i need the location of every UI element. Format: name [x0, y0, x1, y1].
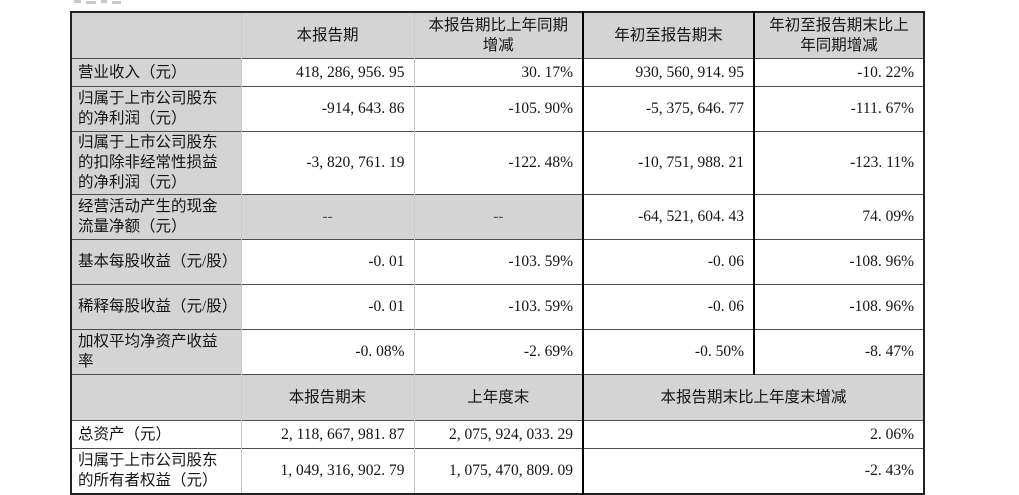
metric-label: 归属于上市公司股东的净利润（元）	[71, 86, 241, 132]
column-header-empty	[71, 12, 241, 59]
key-financials-table: 本报告期 本报告期比上年同期增减 年初至报告期末 年初至报告期末比上年同期增减 …	[70, 11, 925, 495]
column-header-change-vs-last-year-end: 本报告期末比上年度末增减	[582, 374, 924, 421]
column-header-ytd: 年初至报告期末	[582, 12, 754, 59]
metric-label: 归属于上市公司股东的所有者权益（元）	[71, 448, 241, 494]
metric-value: -0. 01	[240, 239, 414, 285]
table-row-net-profit-excl-nonrecurring: 归属于上市公司股东的扣除非经常性损益的净利润（元） -3, 820, 761. …	[71, 131, 924, 195]
metric-value: -0. 50%	[582, 329, 754, 375]
report-page: 本报告期 本报告期比上年同期增减 年初至报告期末 年初至报告期末比上年同期增减 …	[70, 0, 925, 495]
metric-value-na: --	[240, 194, 414, 240]
metric-label: 营业收入（元）	[71, 58, 241, 87]
metric-label: 基本每股收益（元/股）	[71, 239, 241, 285]
metric-value: -2. 69%	[413, 329, 583, 375]
metric-value: -108. 96%	[753, 284, 924, 330]
metric-label: 稀释每股收益（元/股）	[71, 284, 241, 330]
column-header-end-of-period: 本报告期末	[240, 374, 414, 421]
table-row-operating-cash-flow: 经营活动产生的现金流量净额（元） -- -- -64, 521, 604. 43…	[71, 194, 924, 240]
metric-value: 1, 075, 470, 809. 09	[413, 448, 583, 494]
metric-value: -0. 06	[582, 284, 754, 330]
metric-value: -10, 751, 988. 21	[582, 131, 754, 195]
metric-value: 2, 075, 924, 033. 29	[413, 420, 583, 449]
metric-value: 30. 17%	[413, 58, 583, 87]
metric-label: 总资产（元）	[71, 420, 241, 449]
metric-value: -103. 59%	[413, 239, 583, 285]
table-row-net-profit: 归属于上市公司股东的净利润（元） -914, 643. 86 -105. 90%…	[71, 86, 924, 132]
metric-value: -0. 08%	[240, 329, 414, 375]
metric-label: 加权平均净资产收益率	[71, 329, 241, 375]
table-header-row-period-end: 本报告期末 上年度末 本报告期末比上年度末增减	[71, 374, 924, 421]
column-header-yoy-change: 本报告期比上年同期增减	[413, 12, 583, 59]
table-row-total-assets: 总资产（元） 2, 118, 667, 981. 87 2, 075, 924,…	[71, 420, 924, 449]
metric-value: 418, 286, 956. 95	[240, 58, 414, 87]
metric-value: -111. 67%	[753, 86, 924, 132]
table-row-revenue: 营业收入（元） 418, 286, 956. 95 30. 17% 930, 5…	[71, 58, 924, 87]
metric-value: -0. 06	[582, 239, 754, 285]
column-header-ytd-yoy-change: 年初至报告期末比上年同期增减	[753, 12, 924, 59]
metric-label: 经营活动产生的现金流量净额（元）	[71, 194, 241, 240]
clipped-text-above-table	[74, 0, 164, 5]
metric-value: 1, 049, 316, 902. 79	[240, 448, 414, 494]
column-header-current-period: 本报告期	[240, 12, 414, 59]
metric-value: -10. 22%	[753, 58, 924, 87]
metric-value: -64, 521, 604. 43	[582, 194, 754, 240]
metric-value: -5, 375, 646. 77	[582, 86, 754, 132]
column-header-end-of-last-year: 上年度末	[413, 374, 583, 421]
metric-value: -3, 820, 761. 19	[240, 131, 414, 195]
metric-value: 930, 560, 914. 95	[582, 58, 754, 87]
metric-value: -914, 643. 86	[240, 86, 414, 132]
metric-value: -0. 01	[240, 284, 414, 330]
table-row-basic-eps: 基本每股收益（元/股） -0. 01 -103. 59% -0. 06 -108…	[71, 239, 924, 285]
metric-value-na: --	[413, 194, 583, 240]
table-header-row-period: 本报告期 本报告期比上年同期增减 年初至报告期末 年初至报告期末比上年同期增减	[71, 12, 924, 59]
metric-value: -105. 90%	[413, 86, 583, 132]
metric-value: -103. 59%	[413, 284, 583, 330]
metric-value: 2. 06%	[582, 420, 924, 449]
metric-value: -122. 48%	[413, 131, 583, 195]
table-row-diluted-eps: 稀释每股收益（元/股） -0. 01 -103. 59% -0. 06 -108…	[71, 284, 924, 330]
table-row-weighted-avg-roe: 加权平均净资产收益率 -0. 08% -2. 69% -0. 50% -8. 4…	[71, 329, 924, 375]
metric-value: 74. 09%	[753, 194, 924, 240]
metric-label: 归属于上市公司股东的扣除非经常性损益的净利润（元）	[71, 131, 241, 195]
metric-value: -123. 11%	[753, 131, 924, 195]
metric-value: 2, 118, 667, 981. 87	[240, 420, 414, 449]
column-header-empty	[71, 374, 241, 421]
metric-value: -8. 47%	[753, 329, 924, 375]
metric-value: -2. 43%	[582, 448, 924, 494]
metric-value: -108. 96%	[753, 239, 924, 285]
table-row-owners-equity: 归属于上市公司股东的所有者权益（元） 1, 049, 316, 902. 79 …	[71, 448, 924, 494]
